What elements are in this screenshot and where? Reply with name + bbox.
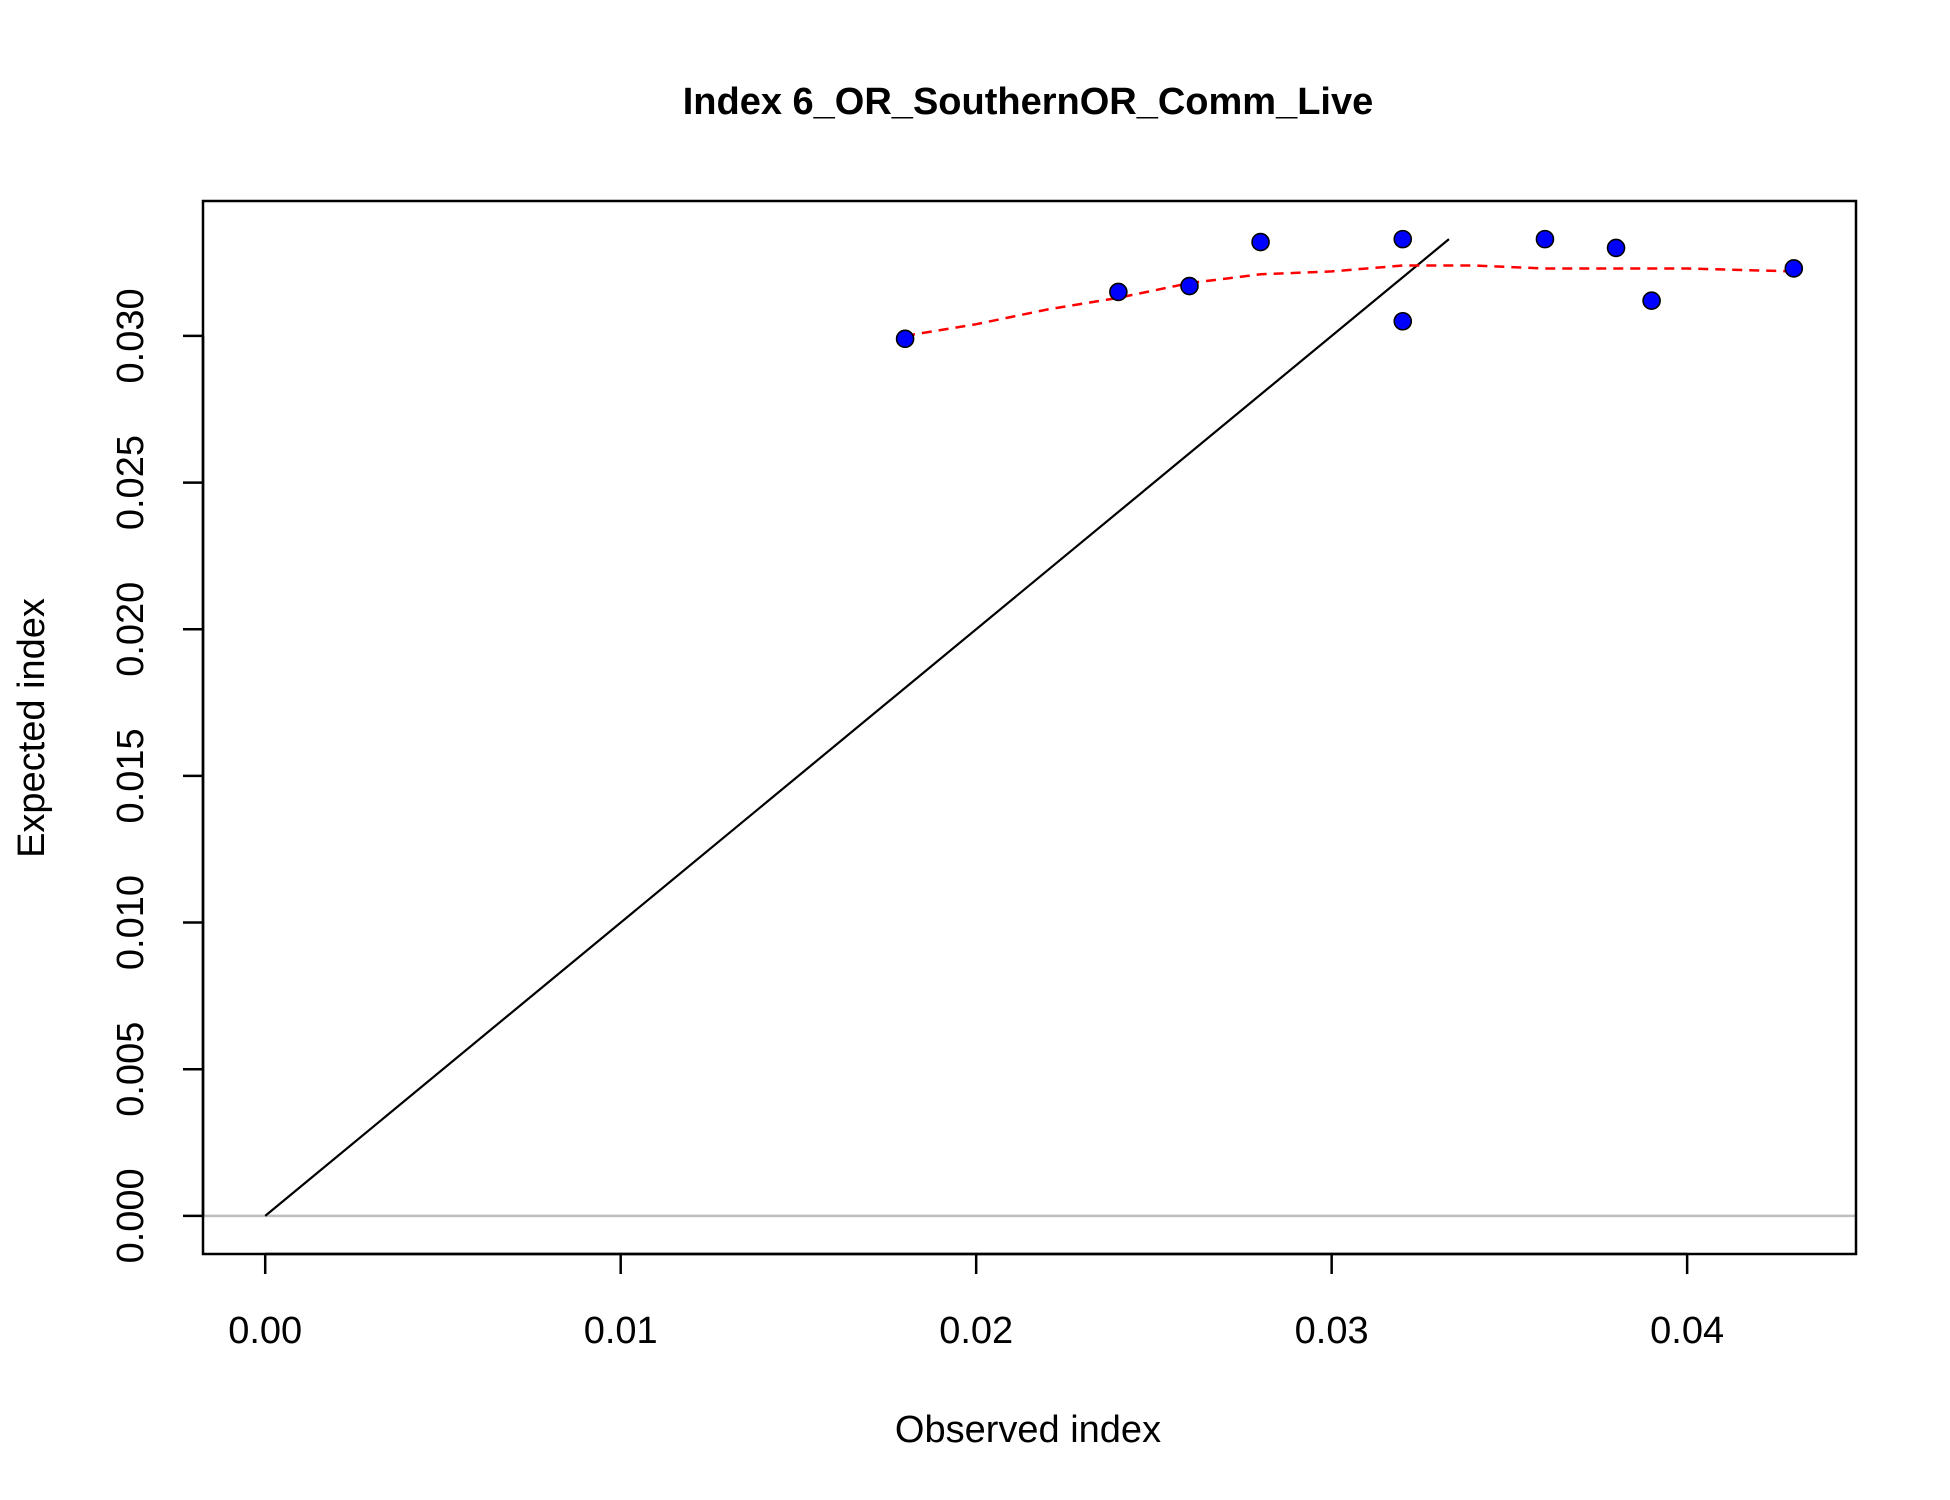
x-axis-label: Observed index (895, 1409, 1161, 1451)
y-tick-label: 0.005 (110, 1022, 152, 1117)
x-tick-label: 0.00 (228, 1310, 302, 1352)
data-point (1180, 276, 1199, 296)
data-point (1642, 291, 1661, 311)
y-axis-label: Expected index (11, 598, 53, 858)
data-point (1393, 229, 1413, 249)
x-tick-label: 0.04 (1650, 1310, 1724, 1352)
y-tick-label: 0.000 (110, 1168, 152, 1263)
data-point (1393, 311, 1413, 331)
x-tick-label: 0.01 (584, 1310, 658, 1352)
y-tick-label: 0.010 (110, 875, 152, 970)
data-point (1535, 229, 1555, 249)
smoother-line (904, 264, 1794, 338)
x-tick-label: 0.02 (939, 1310, 1013, 1352)
data-point (895, 329, 915, 349)
data-point (1109, 282, 1128, 302)
y-tick-label: 0.025 (110, 435, 152, 530)
data-point (1784, 259, 1804, 278)
y-tick-label: 0.020 (110, 582, 152, 677)
data-point (1251, 232, 1270, 252)
plot-frame (201, 199, 1858, 1256)
y-tick-label: 0.015 (110, 728, 152, 823)
x-tick-label: 0.03 (1295, 1310, 1369, 1352)
data-point (1606, 238, 1626, 258)
chart-title: Index 6_OR_SouthernOR_Comm_Live (683, 81, 1374, 123)
identity-line (264, 238, 1450, 1217)
plot-area: 0.00 0.01 0.02 0.03 0.04 0.000 0.005 0.010 0.015… (110, 199, 1858, 1352)
y-tick-label: 0.030 (110, 288, 152, 383)
